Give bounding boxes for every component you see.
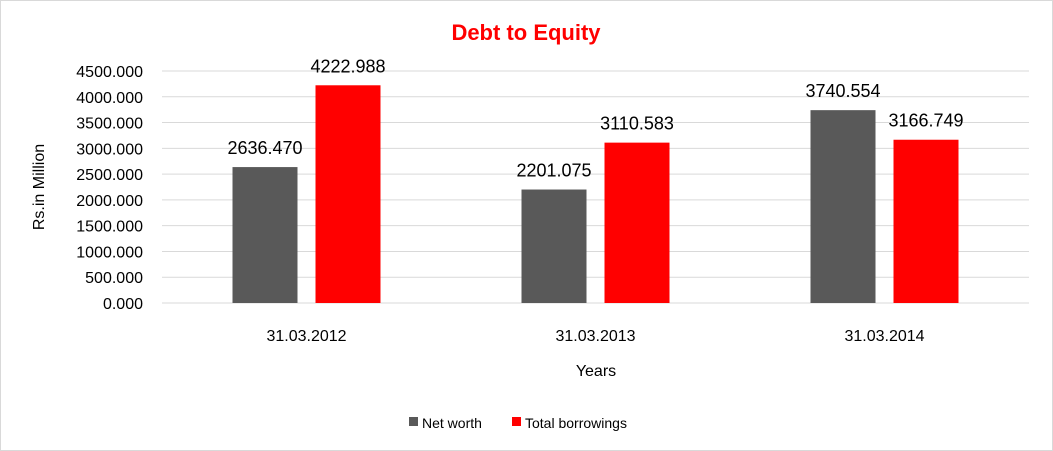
bar-data-label: 2636.470 (227, 138, 302, 158)
bar-data-label: 3110.583 (600, 114, 674, 134)
x-tick-label: 31.03.2013 (555, 328, 635, 345)
bar-data-label: 4222.988 (310, 56, 385, 76)
x-axis-ticks: 31.03.2012 31.03.2013 31.03.2014 (266, 328, 924, 345)
legend-swatch (512, 417, 521, 426)
bar-net-worth (810, 110, 876, 304)
y-tick-label: 4500.000 (76, 64, 143, 81)
bar-data-label: 3740.554 (805, 81, 880, 101)
y-tick-label: 4000.000 (76, 90, 143, 107)
bar-total-borrowings (315, 85, 381, 303)
legend-label: Net worth (422, 415, 482, 431)
y-tick-label: 3500.000 (76, 116, 143, 133)
bars (232, 85, 959, 304)
gridlines (162, 70, 1029, 304)
y-tick-label: 0.000 (103, 296, 143, 313)
y-axis-label: Rs.in Million (31, 144, 48, 230)
y-tick-label: 1000.000 (76, 244, 143, 261)
legend: Net worth Total borrowings (409, 415, 627, 431)
bar-data-label: 2201.075 (516, 161, 591, 181)
x-tick-label: 31.03.2014 (844, 328, 924, 345)
x-axis-label: Years (576, 363, 616, 380)
bar-total-borrowings (604, 142, 670, 303)
legend-swatch (409, 417, 418, 426)
y-tick-label: 500.000 (85, 270, 143, 287)
y-tick-label: 3000.000 (76, 141, 143, 158)
bar-data-label: 3166.749 (888, 111, 963, 131)
legend-label: Total borrowings (525, 415, 627, 431)
y-tick-label: 2500.000 (76, 167, 143, 184)
y-tick-label: 2000.000 (76, 193, 143, 210)
y-tick-label: 1500.000 (76, 219, 143, 236)
bar-net-worth (232, 167, 298, 303)
bar-net-worth (521, 189, 587, 303)
bar-data-labels: 2636.470 4222.988 2201.075 3110.583 3740.554… (227, 56, 963, 180)
bar-total-borrowings (893, 139, 959, 303)
x-tick-label: 31.03.2012 (266, 328, 346, 345)
y-axis-ticks: 0.000 500.000 1000.000 1500.000 2000.000 2500… (76, 64, 143, 313)
chart-title: Debt to Equity (451, 20, 601, 45)
